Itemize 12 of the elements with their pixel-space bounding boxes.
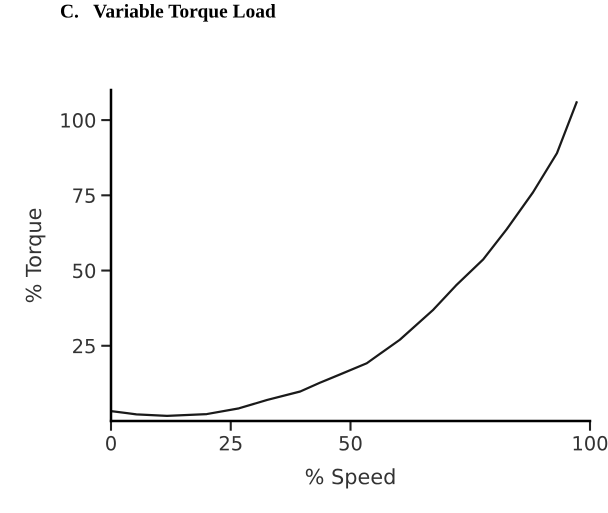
x-tick-label: 50 [340,436,362,451]
y-tick-label: 75 [73,188,95,203]
y-tick-label: 100 [61,113,96,128]
x-tick-label: 0 [106,436,116,451]
line-series [111,101,578,417]
x-tick-label: 25 [220,436,242,451]
chart-title: C. Variable Torque Load [60,4,276,22]
x-tick-label: 100 [574,436,608,451]
y-axis-title: % Torque [26,208,46,302]
x-axis-title: % Speed [306,468,394,488]
y-tick-label: 25 [73,338,95,354]
y-tick-label: 50 [73,264,96,278]
